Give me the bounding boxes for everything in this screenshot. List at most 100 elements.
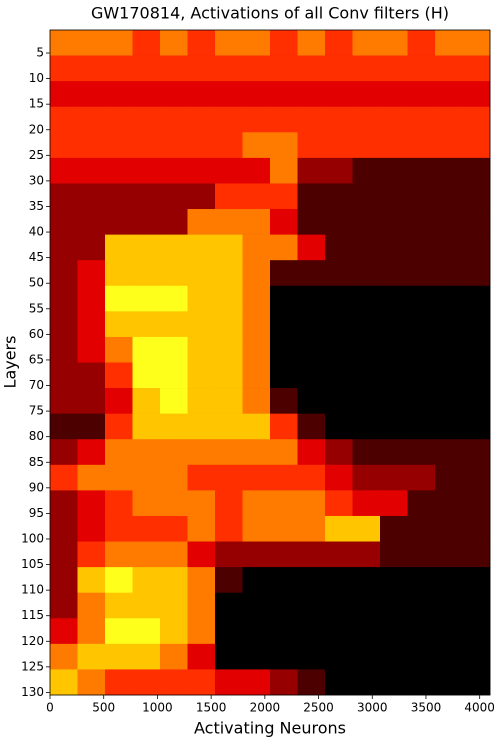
heatmap-cell bbox=[297, 336, 326, 363]
heatmap-cell bbox=[380, 157, 408, 184]
heatmap-cell bbox=[462, 285, 491, 312]
heatmap-cell bbox=[242, 592, 271, 619]
y-axis-label: Layers bbox=[1, 336, 20, 389]
heatmap-cell bbox=[325, 81, 353, 108]
heatmap-cell bbox=[187, 413, 216, 440]
heatmap-cell bbox=[435, 234, 463, 261]
heatmap-cell bbox=[270, 285, 298, 312]
heatmap-cell bbox=[325, 439, 353, 466]
heatmap-cell bbox=[160, 669, 188, 696]
heatmap-cell bbox=[380, 592, 408, 619]
heatmap-cell bbox=[105, 439, 133, 466]
heatmap-cell bbox=[270, 183, 298, 210]
heatmap-cell bbox=[435, 209, 463, 235]
heatmap-cell bbox=[132, 30, 161, 56]
heatmap-cell bbox=[407, 362, 436, 389]
heatmap-cell bbox=[380, 515, 408, 542]
heatmap-cell bbox=[435, 311, 463, 338]
heatmap-cell bbox=[187, 541, 216, 568]
heatmap-cell bbox=[77, 157, 106, 184]
heatmap-cell bbox=[352, 183, 381, 210]
heatmap-cell bbox=[435, 106, 463, 133]
heatmap-cell bbox=[325, 234, 353, 261]
heatmap-cell bbox=[187, 490, 216, 517]
heatmap-cell bbox=[407, 30, 436, 56]
heatmap-cell bbox=[105, 464, 133, 491]
heatmap-cell bbox=[215, 209, 243, 235]
heatmap-cell bbox=[325, 618, 353, 645]
heatmap-cell bbox=[50, 157, 78, 184]
heatmap-cell bbox=[435, 260, 463, 287]
heatmap-cell bbox=[270, 541, 298, 568]
heatmap-cell bbox=[160, 464, 188, 491]
heatmap-cell bbox=[132, 285, 161, 312]
heatmap-cell bbox=[187, 669, 216, 696]
heatmap-cell bbox=[462, 311, 491, 338]
y-tick-label: 120 bbox=[21, 634, 44, 648]
heatmap-cell bbox=[132, 336, 161, 363]
y-tick-label: 40 bbox=[29, 225, 44, 239]
heatmap-cell bbox=[215, 413, 243, 440]
heatmap-cell bbox=[325, 490, 353, 517]
heatmap-cell bbox=[270, 30, 298, 56]
heatmap-cell bbox=[132, 157, 161, 184]
heatmap-cell bbox=[380, 55, 408, 82]
heatmap-cell bbox=[160, 132, 188, 159]
heatmap-cell bbox=[380, 362, 408, 389]
y-tick-label: 95 bbox=[29, 506, 44, 520]
heatmap-cell bbox=[242, 106, 271, 133]
x-axis-label: Activating Neurons bbox=[194, 719, 346, 738]
heatmap-cell bbox=[132, 643, 161, 670]
heatmap-cell bbox=[242, 285, 271, 312]
heatmap-cell bbox=[325, 132, 353, 159]
heatmap-cell bbox=[187, 336, 216, 363]
heatmap-cell bbox=[297, 81, 326, 108]
heatmap-cell bbox=[352, 413, 381, 440]
heatmap-cell bbox=[50, 285, 78, 312]
heatmap-cell bbox=[270, 157, 298, 184]
heatmap-cell bbox=[325, 209, 353, 235]
heatmap-cell bbox=[462, 157, 491, 184]
heatmap-cell bbox=[215, 285, 243, 312]
heatmap-cell bbox=[105, 362, 133, 389]
heatmap-cell bbox=[160, 81, 188, 108]
heatmap-cell bbox=[160, 413, 188, 440]
heatmap-cell bbox=[352, 55, 381, 82]
heatmap-cell bbox=[297, 413, 326, 440]
heatmap-cell bbox=[435, 183, 463, 210]
heatmap-cell bbox=[187, 234, 216, 261]
y-tick-label: 10 bbox=[29, 71, 44, 85]
heatmap-cell bbox=[297, 55, 326, 82]
heatmap-cell bbox=[77, 285, 106, 312]
x-tick-label: 0 bbox=[46, 701, 54, 715]
heatmap-cell bbox=[77, 362, 106, 389]
heatmap-cell bbox=[325, 515, 353, 542]
heatmap-cell bbox=[132, 132, 161, 159]
heatmap-cell bbox=[297, 567, 326, 593]
heatmap-cell bbox=[352, 30, 381, 56]
heatmap-cell bbox=[352, 209, 381, 235]
heatmap-cell bbox=[270, 106, 298, 133]
heatmap-cell bbox=[297, 669, 326, 696]
heatmap-cell bbox=[132, 592, 161, 619]
heatmap-cell bbox=[105, 132, 133, 159]
heatmap-cell bbox=[77, 541, 106, 568]
heatmap-cell bbox=[297, 515, 326, 542]
y-tick-label: 75 bbox=[29, 404, 44, 418]
heatmap-cell bbox=[132, 541, 161, 568]
heatmap-cell bbox=[380, 81, 408, 108]
heatmap-cell bbox=[407, 157, 436, 184]
heatmap-cell bbox=[462, 464, 491, 491]
heatmap-cell bbox=[77, 81, 106, 108]
heatmap-cell bbox=[242, 464, 271, 491]
x-tick-label: 2500 bbox=[303, 701, 334, 715]
y-tick-label: 35 bbox=[29, 199, 44, 213]
heatmap-cell bbox=[50, 490, 78, 517]
heatmap-cell bbox=[462, 183, 491, 210]
heatmap-cell bbox=[50, 234, 78, 261]
heatmap-cell bbox=[297, 541, 326, 568]
heatmap-cell bbox=[325, 183, 353, 210]
heatmap-cell bbox=[435, 669, 463, 696]
heatmap-cell bbox=[325, 643, 353, 670]
heatmap-cell bbox=[297, 30, 326, 56]
